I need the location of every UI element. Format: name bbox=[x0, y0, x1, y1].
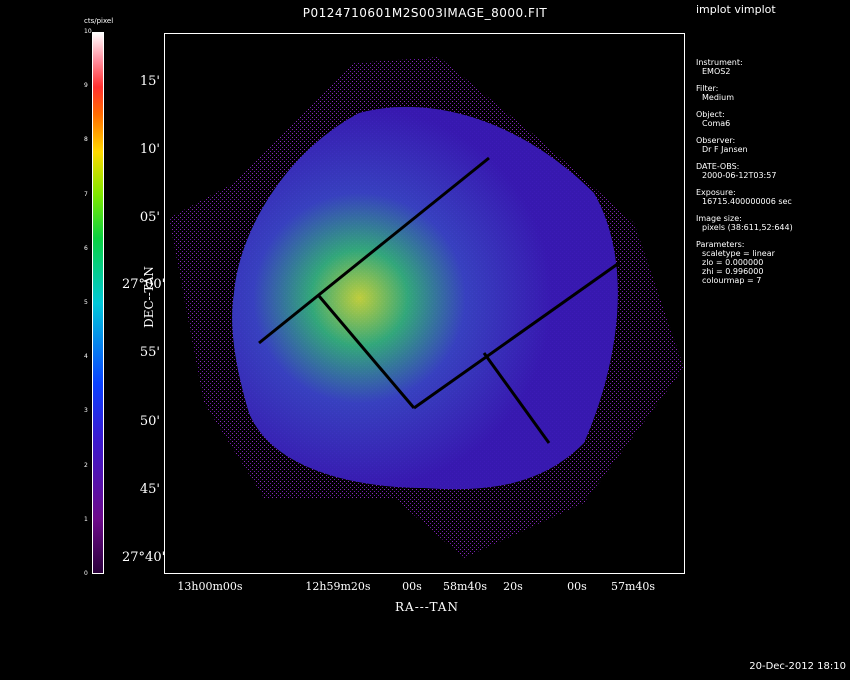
x-tick-label: 12h59m20s bbox=[305, 580, 371, 593]
colorbar-tick-label: 3 bbox=[84, 407, 88, 415]
chip-gaps bbox=[258, 156, 620, 444]
info-panel: Instrument: EMOS2 Filter: Medium Object:… bbox=[696, 58, 793, 285]
colorbar bbox=[92, 32, 104, 574]
x-tick-label: 58m40s bbox=[442, 580, 488, 593]
zhi-value: zhi = 0.996000 bbox=[702, 267, 764, 276]
observer-label: Observer: bbox=[696, 136, 736, 145]
x-tick-label: 00s bbox=[567, 580, 587, 593]
x-tick-label: 57m40s bbox=[610, 580, 656, 593]
y-tick-label: 55' bbox=[139, 345, 160, 360]
colorbar-tick-label: 0 bbox=[84, 570, 88, 577]
program-label: implot vimplot bbox=[696, 3, 776, 16]
instrument-label: Instrument: bbox=[696, 58, 743, 67]
colorbar-tick-label: 7 bbox=[84, 190, 88, 198]
timestamp: 20-Dec-2012 18:10 bbox=[749, 661, 846, 672]
x-tick-label: 20s bbox=[503, 580, 523, 593]
y-tick-label: 27°40' bbox=[122, 550, 166, 565]
exposure-label: Exposure: bbox=[696, 188, 736, 197]
image-size-label: Image size: bbox=[696, 214, 742, 223]
y-tick-label: 45' bbox=[139, 482, 160, 497]
colorbar-tick-label: 9 bbox=[84, 82, 88, 90]
x-tick-label: 13h00m00s bbox=[177, 580, 243, 593]
xray-image bbox=[164, 33, 685, 574]
filter-value: Medium bbox=[702, 93, 734, 102]
colorbar-title: cts/pixel bbox=[84, 17, 114, 25]
colorbar-tick-label: 1 bbox=[84, 515, 88, 523]
y-tick-label: 10' bbox=[139, 142, 160, 157]
observer-value: Dr F Jansen bbox=[702, 145, 748, 154]
colorbar-tick-label: 10 bbox=[84, 28, 92, 35]
colorbar-tick-label: 5 bbox=[84, 299, 88, 306]
y-tick-label: 27°00' bbox=[122, 277, 166, 292]
parameters-label: Parameters: bbox=[696, 240, 745, 249]
colorbar-tick-label: 8 bbox=[84, 136, 88, 144]
y-axis-label: DEC--TAN bbox=[141, 266, 156, 328]
y-tick-label: 15' bbox=[139, 74, 160, 89]
y-tick-label: 50' bbox=[139, 414, 160, 429]
exposure-value: 16715.400000006 sec bbox=[702, 197, 792, 206]
colorbar-tick-label: 6 bbox=[84, 244, 88, 252]
date-obs-label: DATE-OBS: bbox=[696, 162, 740, 171]
scaletype-value: scaletype = linear bbox=[702, 249, 775, 258]
colourmap-value: colourmap = 7 bbox=[702, 276, 762, 285]
date-obs-value: 2000-06-12T03:57 bbox=[702, 171, 777, 180]
instrument-value: EMOS2 bbox=[702, 67, 731, 76]
plot-title: P0124710601M2S003IMAGE_8000.FIT bbox=[302, 6, 548, 20]
colorbar-tick-label: 4 bbox=[84, 353, 88, 361]
x-axis-label: RA---TAN bbox=[395, 600, 459, 614]
zlo-value: zlo = 0.000000 bbox=[702, 258, 764, 267]
image-size-value: pixels (38:611,52:644) bbox=[702, 223, 793, 232]
plot-frame bbox=[164, 33, 685, 574]
colorbar-tick-label: 2 bbox=[84, 461, 88, 469]
y-tick-label: 05' bbox=[139, 210, 160, 225]
filter-label: Filter: bbox=[696, 84, 719, 93]
object-value: Coma6 bbox=[702, 119, 731, 128]
emission-region bbox=[232, 106, 618, 490]
x-tick-label: 00s bbox=[402, 580, 422, 593]
object-label: Object: bbox=[696, 110, 725, 119]
